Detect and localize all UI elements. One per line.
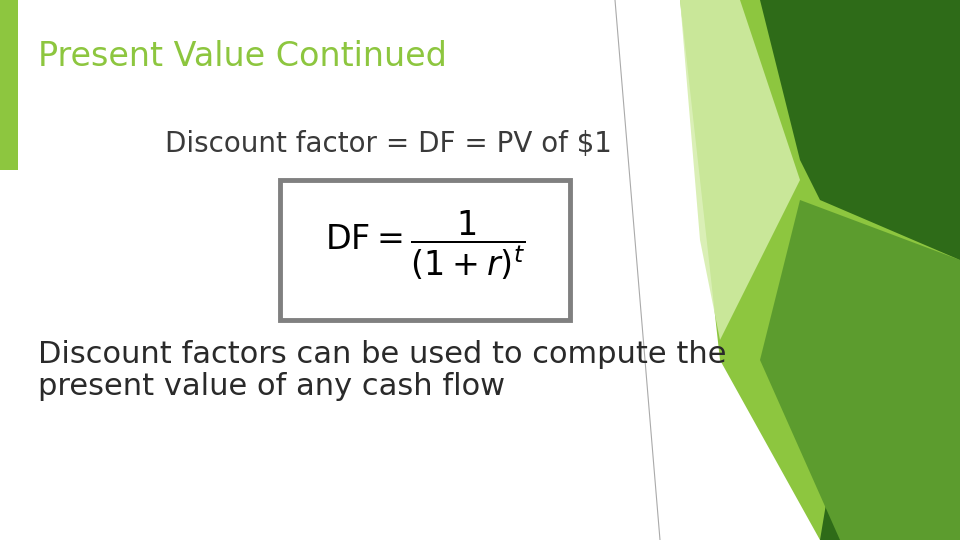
Polygon shape [680,0,800,340]
Polygon shape [820,320,960,540]
Text: Discount factor = DF = PV of $1: Discount factor = DF = PV of $1 [165,130,612,158]
Text: $\mathrm{DF} = \dfrac{1}{(1+r)^{t}}$: $\mathrm{DF} = \dfrac{1}{(1+r)^{t}}$ [324,208,525,282]
Polygon shape [0,0,18,170]
Text: present value of any cash flow: present value of any cash flow [38,372,505,401]
Polygon shape [760,200,960,540]
Polygon shape [680,0,960,540]
Polygon shape [760,0,960,260]
Text: Discount factors can be used to compute the: Discount factors can be used to compute … [38,340,727,369]
Polygon shape [590,0,710,540]
Text: Present Value Continued: Present Value Continued [38,40,446,73]
FancyBboxPatch shape [280,180,570,320]
